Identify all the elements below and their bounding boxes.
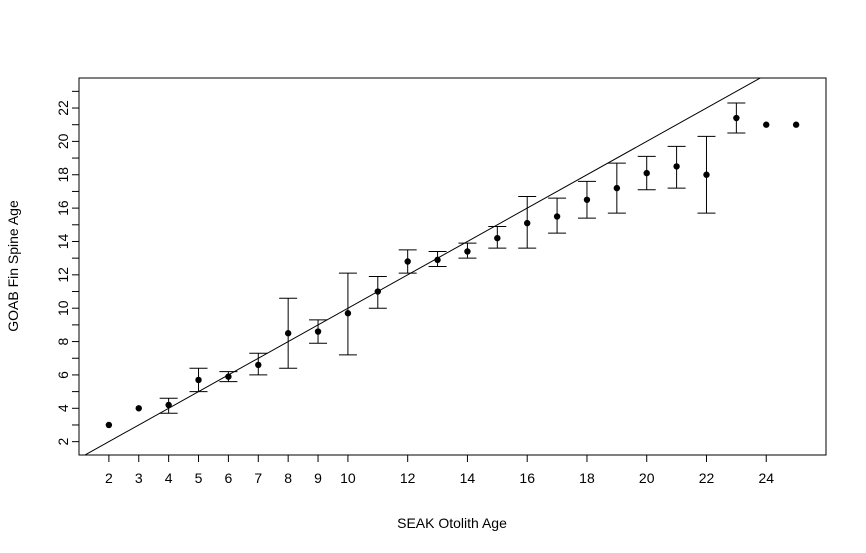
x-tick-label: 5 — [195, 470, 203, 486]
y-tick-label: 10 — [55, 300, 71, 316]
x-tick-label: 8 — [284, 470, 292, 486]
data-point — [255, 361, 262, 369]
x-tick-label: 9 — [314, 470, 322, 486]
x-tick-label: 4 — [165, 470, 173, 486]
data-point — [613, 184, 621, 192]
x-tick-label: 14 — [460, 470, 476, 486]
error-bars-layer — [159, 102, 746, 414]
data-point — [344, 310, 352, 317]
y-tick-label: 2 — [55, 438, 71, 446]
x-tick-label: 3 — [135, 470, 143, 486]
data-point — [524, 219, 531, 227]
y-tick-label: 20 — [55, 133, 71, 149]
x-tick-label: 18 — [579, 470, 595, 486]
data-point — [733, 114, 740, 122]
x-tick-label: 16 — [519, 470, 535, 486]
data-point — [195, 376, 202, 384]
data-point — [135, 405, 142, 412]
points-layer — [105, 114, 800, 429]
y-axis-label: GOAB Fin Spine Age — [5, 200, 21, 332]
data-point — [165, 401, 172, 409]
x-tick-label: 2 — [105, 470, 113, 486]
x-tick-label: 22 — [699, 470, 715, 486]
y-tick-label: 18 — [55, 167, 71, 183]
x-tick-label: 7 — [254, 470, 262, 486]
reference-line-1to1 — [83, 78, 762, 455]
data-point — [284, 330, 292, 337]
y-axis: 2 4 6 8 10 12 14 16 18 20 22 — [55, 90, 79, 446]
x-tick-label: 10 — [340, 470, 356, 486]
y-tick-label: 4 — [55, 404, 71, 412]
x-tick-label: 12 — [400, 470, 416, 486]
data-point — [583, 196, 591, 203]
data-point — [314, 328, 322, 335]
x-tick-label: 20 — [639, 470, 655, 486]
data-point — [792, 121, 800, 128]
y-tick-label: 8 — [55, 337, 71, 345]
data-point — [225, 373, 232, 380]
data-point — [404, 258, 411, 265]
data-point — [763, 121, 770, 128]
data-point — [494, 234, 501, 242]
data-point — [374, 288, 381, 295]
x-tick-label: 24 — [758, 470, 774, 486]
data-point — [703, 171, 710, 178]
data-point — [105, 421, 113, 429]
data-point — [673, 163, 680, 170]
y-tick-label: 14 — [55, 233, 71, 249]
y-tick-label: 16 — [55, 200, 71, 216]
data-point — [553, 213, 561, 220]
y-tick-label: 6 — [55, 371, 71, 379]
y-tick-label: 12 — [55, 267, 71, 283]
x-axis-label: SEAK Otolith Age — [397, 515, 507, 531]
data-point — [643, 169, 650, 177]
plot-frame — [78, 77, 827, 456]
reference-line-layer — [83, 78, 762, 455]
y-tick-label: 22 — [55, 100, 71, 116]
data-point — [434, 256, 441, 264]
x-tick-label: 6 — [225, 470, 233, 486]
x-axis: 2 3 4 5 6 7 8 9 10 12 14 16 18 20 22 24 — [105, 455, 774, 486]
data-point — [464, 248, 471, 255]
